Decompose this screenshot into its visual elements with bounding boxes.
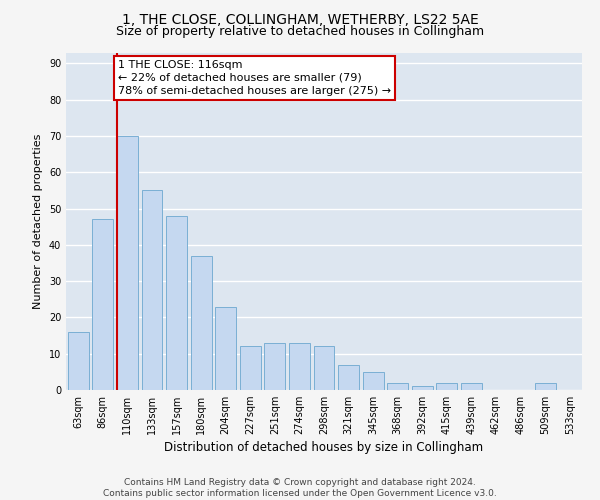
Bar	[535, 382, 556, 390]
Bar	[265, 343, 286, 390]
Bar	[412, 386, 433, 390]
Bar	[68, 332, 89, 390]
Bar	[191, 256, 212, 390]
Bar	[166, 216, 187, 390]
Text: Size of property relative to detached houses in Collingham: Size of property relative to detached ho…	[116, 25, 484, 38]
Bar	[117, 136, 138, 390]
Bar	[436, 382, 457, 390]
Text: Contains HM Land Registry data © Crown copyright and database right 2024.
Contai: Contains HM Land Registry data © Crown c…	[103, 478, 497, 498]
Y-axis label: Number of detached properties: Number of detached properties	[33, 134, 43, 309]
Bar	[92, 220, 113, 390]
Bar	[215, 306, 236, 390]
Text: 1 THE CLOSE: 116sqm
← 22% of detached houses are smaller (79)
78% of semi-detach: 1 THE CLOSE: 116sqm ← 22% of detached ho…	[118, 60, 391, 96]
Bar	[314, 346, 334, 390]
X-axis label: Distribution of detached houses by size in Collingham: Distribution of detached houses by size …	[164, 442, 484, 454]
Bar	[240, 346, 261, 390]
Bar	[142, 190, 163, 390]
Bar	[338, 364, 359, 390]
Bar	[362, 372, 383, 390]
Text: 1, THE CLOSE, COLLINGHAM, WETHERBY, LS22 5AE: 1, THE CLOSE, COLLINGHAM, WETHERBY, LS22…	[122, 12, 478, 26]
Bar	[387, 382, 408, 390]
Bar	[461, 382, 482, 390]
Bar	[289, 343, 310, 390]
